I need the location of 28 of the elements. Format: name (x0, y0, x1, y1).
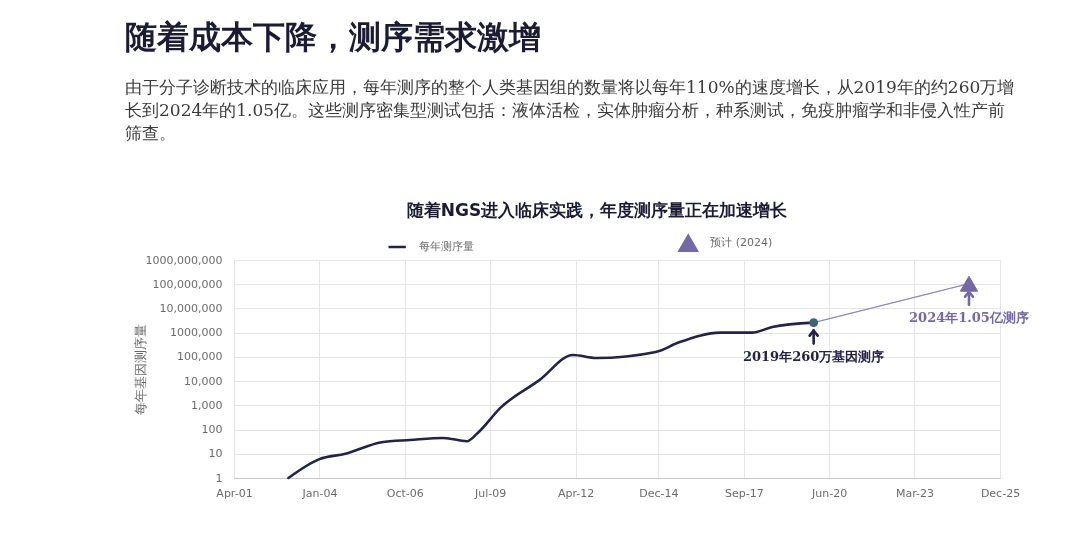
x-tick-label: Mar-23 (895, 486, 934, 500)
x-tick-label: Oct-06 (386, 486, 424, 500)
y-tick-label: 1000,000,000 (145, 253, 223, 267)
x-tick-label: Dec-25 (980, 486, 1021, 500)
y-axis-title: 每年基因测序量 (132, 324, 148, 415)
x-tick-label: Jan-04 (301, 486, 338, 500)
y-tick-label: 10,000 (184, 374, 223, 388)
y-tick-label: 1 (215, 471, 223, 485)
y-tick-label: 100,000,000 (152, 277, 223, 291)
chart-title: 随着成本下降，测序需求激增 (125, 18, 541, 56)
text: 随着NGS进入临床实践，年度测序量正在加速增长 (406, 200, 789, 220)
annotation: 2019年260万基因测序 (742, 348, 885, 364)
x-tick-label: Apr-01 (216, 486, 253, 500)
legend-label: 预计 (2024) (710, 236, 773, 250)
chart-subtitle: 由于分子诊断技术的临床应用，每年测序的整个人类基因组的数量将以每年110%的速度增长，从2019年的约260万增长到2024年的1.05亿。这些测序密集型测试包括：液体活检，实体肿瘤分析，种系测试，免疫肿瘤学和非侵入性产前筛查。 (125, 77, 1015, 143)
x-tick-label: Sep-17 (724, 486, 764, 500)
y-tick-label: 10,000,000 (159, 301, 223, 315)
y-tick-label: 1,000 (191, 398, 223, 412)
annotation: 2024年1.05亿测序 (909, 309, 1029, 325)
y-tick-label: 100,000 (177, 350, 223, 364)
x-tick-label: Apr-12 (557, 486, 595, 500)
x-tick-label: Dec-14 (639, 486, 679, 500)
y-tick-label: 100 (201, 423, 223, 437)
legend-label: 每年测序量 (419, 240, 475, 253)
y-tick-label: 10 (208, 447, 223, 461)
y-tick-label: 1000,000 (170, 326, 223, 340)
x-tick-label: Jun-20 (811, 486, 848, 500)
x-tick-label: Jul-09 (474, 486, 507, 500)
